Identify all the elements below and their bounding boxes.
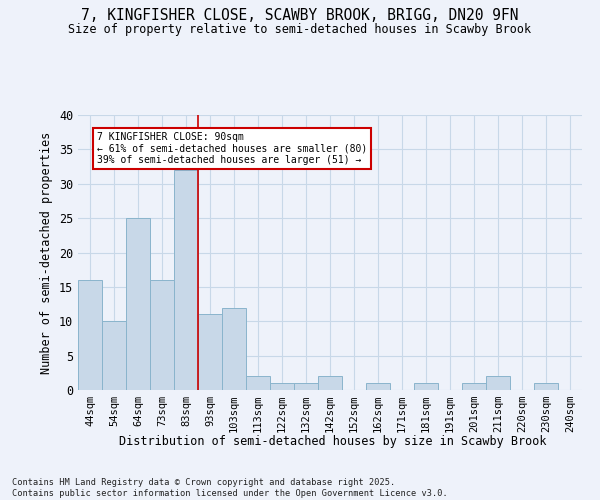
- Text: Distribution of semi-detached houses by size in Scawby Brook: Distribution of semi-detached houses by …: [119, 435, 547, 448]
- Bar: [102, 322, 126, 390]
- Bar: [150, 280, 174, 390]
- Bar: [222, 308, 246, 390]
- Bar: [78, 280, 102, 390]
- Y-axis label: Number of semi-detached properties: Number of semi-detached properties: [40, 132, 53, 374]
- Bar: [414, 383, 438, 390]
- Bar: [486, 376, 510, 390]
- Text: 7 KINGFISHER CLOSE: 90sqm
← 61% of semi-detached houses are smaller (80)
39% of : 7 KINGFISHER CLOSE: 90sqm ← 61% of semi-…: [97, 132, 367, 166]
- Text: Size of property relative to semi-detached houses in Scawby Brook: Size of property relative to semi-detach…: [68, 22, 532, 36]
- Bar: [462, 383, 486, 390]
- Bar: [126, 218, 150, 390]
- Bar: [246, 376, 270, 390]
- Bar: [318, 376, 342, 390]
- Bar: [294, 383, 318, 390]
- Bar: [534, 383, 558, 390]
- Bar: [366, 383, 390, 390]
- Bar: [270, 383, 294, 390]
- Bar: [174, 170, 198, 390]
- Text: 7, KINGFISHER CLOSE, SCAWBY BROOK, BRIGG, DN20 9FN: 7, KINGFISHER CLOSE, SCAWBY BROOK, BRIGG…: [81, 8, 519, 22]
- Text: Contains HM Land Registry data © Crown copyright and database right 2025.
Contai: Contains HM Land Registry data © Crown c…: [12, 478, 448, 498]
- Bar: [198, 314, 222, 390]
